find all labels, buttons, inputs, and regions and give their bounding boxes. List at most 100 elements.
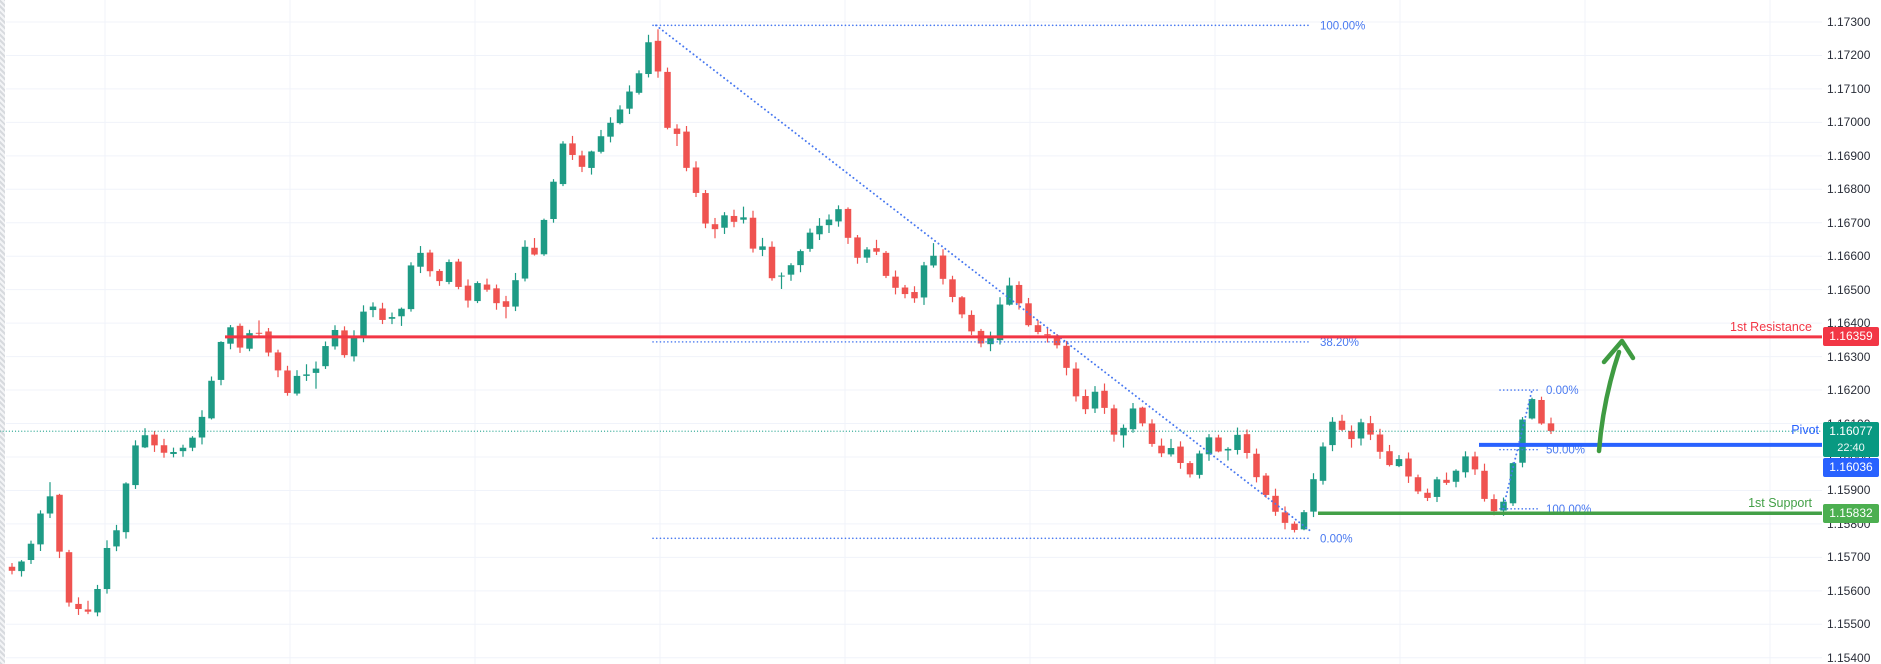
candle-body	[493, 288, 500, 304]
candle-body	[730, 215, 738, 222]
fib-retracement-fib-main[interactable]: 100.00% 38.20% 0.00%	[652, 20, 1365, 545]
candle-body	[502, 301, 510, 307]
axis-tick-label: 1.17000	[1827, 115, 1871, 130]
candle-body	[1348, 430, 1355, 440]
candle-body	[56, 494, 63, 552]
candle-body	[303, 374, 310, 376]
candle-body	[1091, 391, 1099, 409]
candle-body	[132, 445, 139, 486]
candle-body	[597, 136, 605, 152]
candle-body	[436, 270, 443, 282]
candle-body	[882, 252, 890, 276]
candle-body	[1443, 479, 1450, 483]
candle-body	[1300, 512, 1308, 530]
candle-body	[246, 333, 253, 349]
candle-body	[531, 247, 538, 255]
candle-body	[1110, 408, 1118, 435]
resistance-price-badge: 1.16359	[1823, 327, 1879, 347]
candle-body	[322, 346, 329, 367]
candle-body	[1148, 423, 1156, 444]
candle-body	[1034, 325, 1042, 333]
candle-body	[217, 341, 225, 380]
candle-body	[626, 91, 633, 109]
candle-body	[1253, 453, 1260, 478]
candle-body	[103, 547, 111, 590]
candle-body	[1177, 446, 1184, 463]
price-axis[interactable]: 1.17300 1.17200 1.17100 1.17000 1.16900 1.168…	[1822, 0, 1881, 664]
candle-body	[1376, 434, 1384, 452]
candle-body	[702, 193, 709, 224]
candle-body	[1433, 479, 1441, 497]
candle-body	[721, 215, 728, 228]
candle-body	[645, 42, 652, 75]
candle-body	[1405, 458, 1412, 477]
support-price-value: 1.15832	[1829, 505, 1873, 520]
candle-body	[379, 308, 386, 320]
candle-body	[930, 255, 937, 266]
candle-body	[208, 380, 215, 419]
fib-trendline	[655, 24, 1311, 532]
candle-body	[274, 352, 282, 371]
candle-body	[1367, 423, 1374, 435]
candle-body	[27, 543, 35, 561]
candle-body	[1082, 396, 1089, 410]
candle-body	[958, 297, 966, 315]
pivot-line-label[interactable]: Pivot	[1791, 423, 1819, 438]
candle-body	[521, 246, 529, 279]
resistance-line-label[interactable]: 1st Resistance	[1730, 319, 1812, 334]
candle-body	[170, 452, 177, 454]
candle-body	[350, 336, 358, 357]
candle-body	[265, 331, 272, 353]
axis-tick-label: 1.15400	[1827, 650, 1871, 664]
candle-body	[18, 561, 25, 572]
candle-body	[654, 40, 662, 72]
candle-body	[892, 276, 899, 288]
candle-body	[816, 225, 823, 235]
candle-body	[426, 252, 434, 272]
grid-lines	[6, 0, 1822, 664]
candle-body	[151, 434, 158, 446]
candle-body	[1490, 499, 1498, 512]
candle-body	[607, 122, 614, 137]
candlestick-series	[8, 29, 1555, 617]
candle-body	[987, 337, 994, 345]
fib-trendline	[1502, 389, 1533, 510]
candle-body	[569, 143, 576, 155]
candle-body	[939, 255, 947, 279]
candle-body	[797, 251, 804, 266]
candle-body	[863, 249, 871, 258]
candle-body	[122, 483, 130, 533]
axis-tick-label: 1.15700	[1827, 550, 1871, 565]
candle-body	[1500, 501, 1507, 511]
candle-body	[1101, 390, 1108, 408]
candle-body	[588, 151, 595, 168]
candle-body	[825, 219, 833, 226]
candle-body	[778, 275, 785, 277]
candle-body	[968, 314, 975, 332]
support-price-badge: 1.15832	[1823, 503, 1879, 523]
candle-body	[559, 143, 567, 185]
candle-body	[1319, 446, 1327, 481]
candle-body	[1395, 459, 1403, 467]
candle-body	[749, 217, 757, 249]
candle-body	[635, 73, 643, 93]
axis-tick-label: 1.16200	[1827, 383, 1871, 398]
candle-body	[901, 287, 909, 295]
candle-body	[474, 283, 481, 302]
candle-body	[1063, 345, 1070, 368]
candle-body	[1310, 479, 1317, 512]
candle-body	[673, 128, 681, 134]
candle-body	[160, 445, 168, 453]
candle-body	[550, 181, 557, 220]
candle-body	[75, 603, 82, 610]
candle-body	[854, 237, 861, 258]
support-line-label[interactable]: 1st Support	[1748, 496, 1812, 511]
up-arrow[interactable]	[1596, 338, 1636, 454]
candle-body	[1243, 434, 1251, 453]
candle-body	[1519, 419, 1526, 463]
candle-body	[1205, 437, 1213, 455]
candle-body	[369, 306, 377, 311]
axis-tick-label: 1.15600	[1827, 583, 1871, 598]
